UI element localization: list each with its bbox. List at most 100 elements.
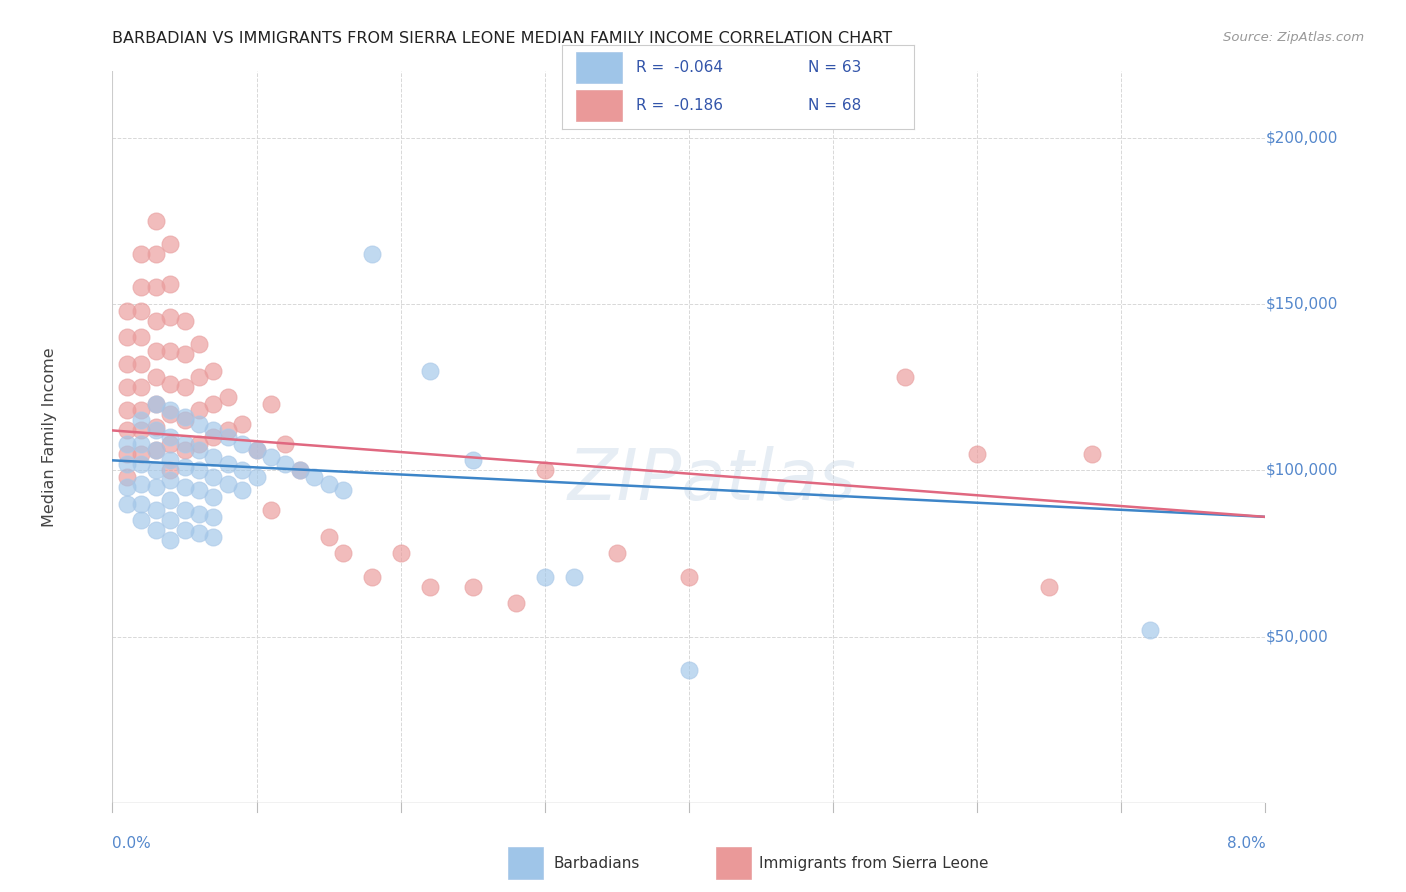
- Point: [419, 363, 441, 377]
- Point: [115, 436, 138, 450]
- Point: [115, 330, 138, 344]
- Point: [159, 533, 181, 548]
- Point: [217, 430, 239, 444]
- Point: [332, 546, 354, 560]
- Point: [1038, 580, 1060, 594]
- Point: [145, 420, 167, 434]
- Point: [217, 424, 239, 438]
- Point: [318, 476, 340, 491]
- Point: [188, 526, 211, 541]
- Point: [115, 470, 138, 484]
- Point: [159, 237, 181, 252]
- Point: [173, 503, 195, 517]
- Point: [245, 470, 267, 484]
- Point: [159, 310, 181, 325]
- Point: [145, 247, 167, 261]
- Point: [115, 403, 138, 417]
- Point: [159, 407, 181, 421]
- Point: [288, 463, 311, 477]
- Point: [173, 410, 195, 425]
- Text: Source: ZipAtlas.com: Source: ZipAtlas.com: [1223, 31, 1364, 45]
- Point: [173, 480, 195, 494]
- Point: [173, 460, 195, 475]
- Point: [145, 370, 167, 384]
- Point: [1081, 447, 1104, 461]
- Point: [173, 380, 195, 394]
- Point: [188, 463, 211, 477]
- Point: [245, 443, 267, 458]
- Text: Barbadians: Barbadians: [554, 855, 640, 871]
- Point: [115, 380, 138, 394]
- Point: [894, 370, 917, 384]
- Point: [159, 453, 181, 467]
- Point: [217, 476, 239, 491]
- Point: [461, 580, 484, 594]
- Point: [129, 303, 153, 318]
- Point: [129, 380, 153, 394]
- Point: [145, 463, 167, 477]
- Point: [173, 347, 195, 361]
- Point: [606, 546, 628, 560]
- Bar: [508, 847, 543, 879]
- Point: [173, 314, 195, 328]
- Point: [966, 447, 988, 461]
- Point: [159, 493, 181, 508]
- Point: [129, 247, 153, 261]
- Point: [202, 363, 225, 377]
- Point: [231, 436, 253, 450]
- Point: [129, 424, 153, 438]
- Point: [115, 457, 138, 471]
- Point: [533, 463, 555, 477]
- Point: [159, 463, 181, 477]
- Point: [129, 497, 153, 511]
- Point: [129, 413, 153, 427]
- Point: [217, 457, 239, 471]
- Point: [562, 570, 585, 584]
- Point: [129, 457, 153, 471]
- Text: ZIPatlas: ZIPatlas: [568, 447, 856, 516]
- Point: [318, 530, 340, 544]
- Point: [202, 530, 225, 544]
- Point: [288, 463, 311, 477]
- Point: [678, 663, 700, 677]
- Point: [202, 509, 225, 524]
- Point: [115, 497, 138, 511]
- Point: [304, 470, 326, 484]
- Point: [129, 513, 153, 527]
- Text: $150,000: $150,000: [1265, 297, 1337, 311]
- Text: N = 63: N = 63: [808, 60, 862, 75]
- Point: [231, 483, 253, 498]
- Bar: [717, 847, 751, 879]
- Text: 0.0%: 0.0%: [112, 836, 152, 851]
- Point: [115, 357, 138, 371]
- Bar: [576, 90, 621, 120]
- Point: [145, 443, 167, 458]
- Point: [188, 370, 211, 384]
- Text: R =  -0.064: R = -0.064: [636, 60, 723, 75]
- Point: [159, 430, 181, 444]
- Point: [260, 397, 283, 411]
- Point: [129, 436, 153, 450]
- Point: [159, 473, 181, 487]
- Point: [202, 490, 225, 504]
- Point: [260, 503, 283, 517]
- Point: [145, 503, 167, 517]
- Point: [159, 436, 181, 450]
- Point: [202, 424, 225, 438]
- Point: [173, 443, 195, 458]
- Point: [145, 397, 167, 411]
- Point: [188, 483, 211, 498]
- Point: [145, 443, 167, 458]
- Point: [145, 214, 167, 228]
- Point: [533, 570, 555, 584]
- Point: [145, 480, 167, 494]
- Point: [129, 447, 153, 461]
- Point: [129, 476, 153, 491]
- Point: [332, 483, 354, 498]
- Point: [159, 376, 181, 391]
- Point: [145, 314, 167, 328]
- Point: [115, 303, 138, 318]
- Point: [505, 596, 527, 610]
- Point: [129, 330, 153, 344]
- Point: [231, 463, 253, 477]
